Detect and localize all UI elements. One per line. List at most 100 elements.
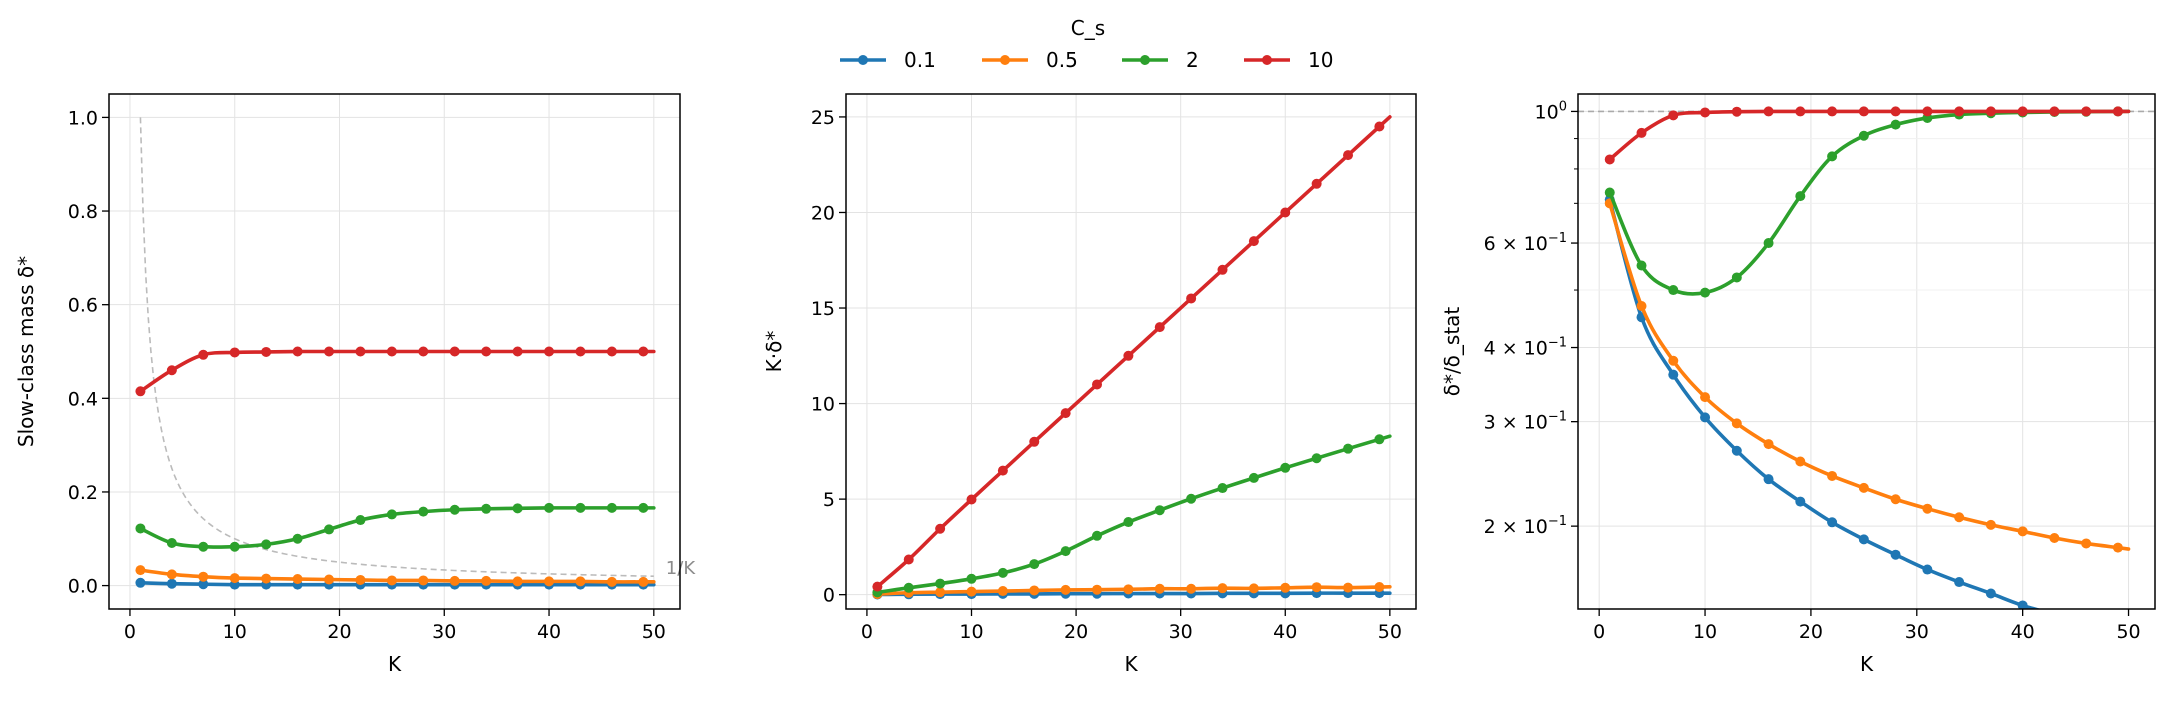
data-point-0.5-k43 xyxy=(575,576,586,587)
data-point-10-k25 xyxy=(1858,106,1869,117)
y-tick-label: 1.0 xyxy=(68,107,98,129)
x-tick-label: 40 xyxy=(2011,621,2035,643)
data-point-0.5-k31 xyxy=(1186,583,1197,594)
legend-marker-10 xyxy=(1262,55,1272,65)
data-point-10-k40 xyxy=(1280,207,1291,218)
data-point-2-k10 xyxy=(966,573,977,584)
data-point-2-k22 xyxy=(1092,530,1103,541)
series-line-10 xyxy=(875,115,1392,589)
data-point-10-k1 xyxy=(872,581,883,592)
data-point-10-k19 xyxy=(1795,106,1806,117)
data-point-0.5-k31 xyxy=(449,575,460,586)
panel-slow-class-mass: 1/K 0 10 20 30 40 50 0.0 0.2 0.4 0.6 0.8 1.0 K Slow-cl… xyxy=(14,93,697,676)
y-axis-label: Slow-class mass δ* xyxy=(14,256,38,447)
grid xyxy=(1578,94,2155,609)
y-tick-exponent: −1 xyxy=(1548,514,1567,529)
x-tick-label: 50 xyxy=(642,621,666,643)
data-point-0.5-k1 xyxy=(135,565,146,576)
data-point-2-k22 xyxy=(1827,151,1838,162)
series-line-0.5 xyxy=(1607,201,2131,551)
data-point-2-k10 xyxy=(1700,287,1711,298)
data-point-0.5-k16 xyxy=(1763,439,1774,450)
y-tick-label: 10 xyxy=(811,394,835,416)
data-point-0.5-k28 xyxy=(1890,494,1901,505)
data-point-0.5-k4 xyxy=(1636,300,1647,311)
data-point-0.1-k46 xyxy=(2081,619,2091,629)
x-axis-label: K xyxy=(1860,652,1874,676)
data-point-2-k31 xyxy=(1186,493,1197,504)
data-point-0.1-k34 xyxy=(1954,577,1965,588)
y-tick-label: 2 × 10−1 xyxy=(1484,514,1567,538)
axes-frame xyxy=(1577,93,2156,610)
plot-area xyxy=(1604,106,2131,629)
x-tick-label: 30 xyxy=(1905,621,1929,643)
y-tick-base: 3 × 10 xyxy=(1484,412,1548,434)
data-point-10-k49 xyxy=(1374,121,1385,132)
data-point-2-k4 xyxy=(166,537,177,548)
y-tick-label: 6 × 10−1 xyxy=(1484,231,1567,255)
x-tick-label: 40 xyxy=(1273,621,1297,643)
data-point-0.5-k22 xyxy=(1827,470,1838,481)
y-tick-exponent: −1 xyxy=(1548,336,1567,351)
data-point-2-k40 xyxy=(1280,462,1291,473)
data-point-0.5-k13 xyxy=(1731,418,1742,429)
y-tick-label: 100 xyxy=(1535,99,1567,123)
y-tick-label: 0.8 xyxy=(68,201,98,223)
y-tick-exponent: −1 xyxy=(1548,410,1567,425)
data-point-10-k7 xyxy=(1668,110,1679,121)
data-point-10-k49 xyxy=(2112,106,2123,117)
data-point-0.1-k7 xyxy=(1668,369,1679,380)
data-point-2-k49 xyxy=(1374,434,1385,445)
data-point-10-k16 xyxy=(292,346,303,357)
x-tick-label: 20 xyxy=(1064,621,1088,643)
series-line-2 xyxy=(138,506,656,549)
data-point-10-k10 xyxy=(229,347,240,358)
x-axis-label: K xyxy=(388,652,402,676)
reference-line-1-over-k xyxy=(139,117,654,578)
data-point-10-k40 xyxy=(544,346,555,357)
data-point-10-k43 xyxy=(1311,178,1322,189)
data-point-10-k46 xyxy=(1343,150,1354,161)
data-point-2-k43 xyxy=(575,502,586,513)
reference-line-label: 1/K xyxy=(666,558,697,579)
data-point-0.5-k37 xyxy=(512,576,523,587)
data-point-2-k49 xyxy=(638,502,649,513)
data-point-0.5-k10 xyxy=(1700,392,1711,403)
legend-label-0.1: 0.1 xyxy=(904,48,936,72)
data-point-10-k31 xyxy=(1922,106,1933,117)
data-point-2-k28 xyxy=(1890,119,1901,130)
y-tick-label: 0.6 xyxy=(68,295,98,317)
data-point-0.1-k4 xyxy=(166,578,177,589)
data-point-10-k16 xyxy=(1029,436,1040,447)
data-point-2-k34 xyxy=(481,503,492,514)
y-tick-label: 0.0 xyxy=(68,576,98,598)
data-point-2-k16 xyxy=(1029,559,1040,570)
data-point-0.5-k25 xyxy=(386,575,397,586)
data-point-10-k7 xyxy=(198,349,209,360)
data-point-10-k13 xyxy=(261,346,272,357)
x-tick-label: 50 xyxy=(1378,621,1402,643)
data-point-10-k34 xyxy=(1217,264,1228,275)
data-point-0.5-k49 xyxy=(2112,542,2123,553)
data-point-10-k46 xyxy=(2081,106,2092,117)
data-point-10-k40 xyxy=(2017,106,2028,117)
data-point-2-k43 xyxy=(1311,453,1322,464)
data-point-10-k1 xyxy=(1604,154,1615,165)
data-point-2-k40 xyxy=(544,502,555,513)
data-point-2-k4 xyxy=(903,582,914,593)
y-tick-base: 10 xyxy=(1535,101,1559,123)
legend-title: C_s xyxy=(1071,16,1105,40)
data-point-10-k28 xyxy=(418,346,429,357)
data-point-2-k1 xyxy=(1604,187,1615,198)
data-point-0.5-k40 xyxy=(1280,582,1291,593)
data-point-10-k46 xyxy=(606,346,617,357)
data-point-0.5-k25 xyxy=(1123,584,1134,595)
data-point-2-k25 xyxy=(386,509,397,520)
data-point-0.1-k7 xyxy=(198,579,209,590)
data-point-10-k43 xyxy=(2049,106,2060,117)
data-point-10-k25 xyxy=(386,346,397,357)
data-point-10-k10 xyxy=(1700,107,1711,118)
data-point-0.5-k37 xyxy=(1248,583,1259,594)
data-point-10-k10 xyxy=(966,494,977,505)
